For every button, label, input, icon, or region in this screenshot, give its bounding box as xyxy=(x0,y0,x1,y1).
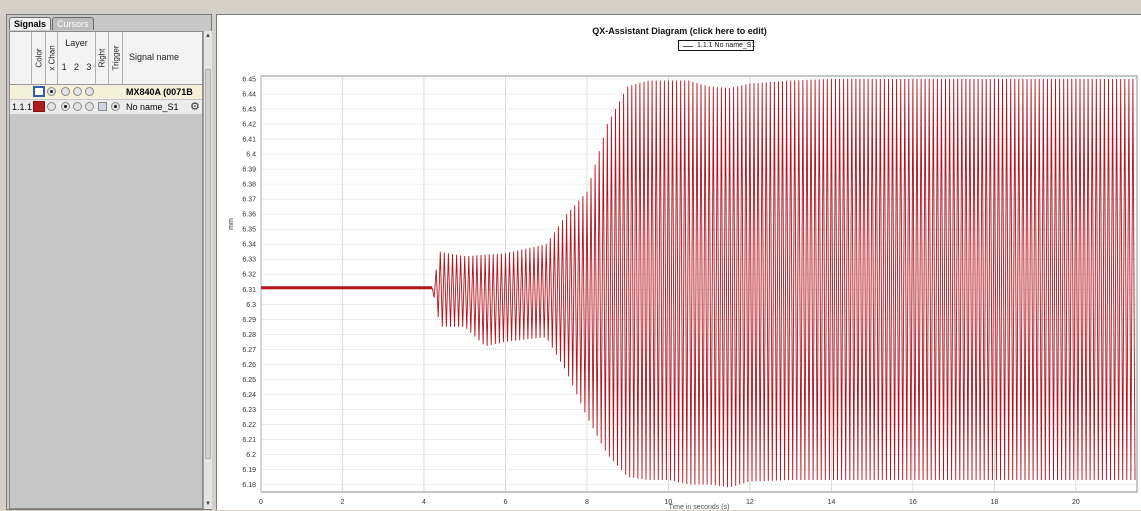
trigger-header[interactable]: Trigger xyxy=(109,32,123,84)
x-tick-label: 14 xyxy=(828,499,836,506)
x-tick-label: 4 xyxy=(422,499,426,506)
y-tick-label: 6.36 xyxy=(242,212,256,219)
y-tick-label: 6.28 xyxy=(242,332,256,339)
right-axis-checkbox[interactable] xyxy=(98,102,107,111)
y-tick-label: 6.23 xyxy=(242,407,256,414)
table-row[interactable]: MX840A (0071B xyxy=(10,85,202,99)
scroll-down-icon[interactable]: ▼ xyxy=(205,501,211,507)
chart-title[interactable]: QX-Assistant Diagram (click here to edit… xyxy=(592,26,767,36)
x-tick-label: 20 xyxy=(1072,499,1080,506)
y-tick-label: 6.18 xyxy=(242,482,256,489)
signals-panel: Signals Cursors Color x Chan Layer 1 2 3 xyxy=(6,14,212,510)
y-axis-label: mm xyxy=(228,218,235,230)
layer2-radio[interactable] xyxy=(73,102,82,111)
panel-tabs: Signals Cursors xyxy=(9,17,95,31)
chart-legend[interactable]: 1.1.1 No name_S1 xyxy=(678,40,756,51)
y-tick-label: 6.21 xyxy=(242,437,256,444)
y-tick-label: 6.37 xyxy=(242,197,256,204)
layer1-radio[interactable] xyxy=(61,102,70,111)
x-tick-label: 0 xyxy=(259,499,263,506)
y-tick-label: 6.31 xyxy=(242,287,256,294)
x-tick-label: 18 xyxy=(990,499,998,506)
vertical-scrollbar[interactable]: ▲ ▼ xyxy=(203,31,212,509)
table-row[interactable]: 1.1.1 No name_S1 ⚙ xyxy=(10,100,202,114)
y-tick-label: 6.44 xyxy=(242,92,256,99)
y-tick-label: 6.45 xyxy=(242,77,256,84)
x-tick-label: 2 xyxy=(341,499,345,506)
y-tick-label: 6.38 xyxy=(242,182,256,189)
layer3-radio[interactable] xyxy=(85,102,94,111)
scroll-thumb[interactable] xyxy=(205,69,211,459)
y-tick-label: 6.3 xyxy=(246,302,256,309)
index-header xyxy=(10,32,32,84)
scroll-up-icon[interactable]: ▲ xyxy=(205,33,211,39)
series-line xyxy=(431,78,1136,488)
color-swatch[interactable] xyxy=(33,86,45,97)
trigger-radio[interactable] xyxy=(111,102,120,111)
y-tick-label: 6.26 xyxy=(242,362,256,369)
layer-header[interactable]: Layer 1 2 3 xyxy=(58,32,96,84)
tab-cursors[interactable]: Cursors xyxy=(52,17,94,30)
x-tick-label: 10 xyxy=(665,499,673,506)
layer3-radio[interactable] xyxy=(85,87,94,96)
y-tick-label: 6.19 xyxy=(242,467,256,474)
y-tick-label: 6.24 xyxy=(242,392,256,399)
tab-signals[interactable]: Signals xyxy=(9,17,52,30)
chart-panel: QX-Assistant Diagram (click here to edit… xyxy=(216,14,1141,511)
y-tick-label: 6.32 xyxy=(242,272,256,279)
y-tick-label: 6.39 xyxy=(242,167,256,174)
row-index: 1.1.1 xyxy=(12,102,33,112)
y-tick-label: 6.4 xyxy=(246,152,256,159)
color-header[interactable]: Color xyxy=(32,32,46,84)
y-tick-label: 6.25 xyxy=(242,377,256,384)
y-tick-label: 6.22 xyxy=(242,422,256,429)
x-tick-label: 12 xyxy=(746,499,754,506)
y-tick-label: 6.35 xyxy=(242,227,256,234)
y-tick-label: 6.2 xyxy=(246,452,256,459)
y-tick-label: 6.34 xyxy=(242,242,256,249)
settings-icon[interactable]: ⚙ xyxy=(190,101,200,113)
grid-header: Color x Chan Layer 1 2 3 Right xyxy=(10,32,202,85)
y-tick-label: 6.27 xyxy=(242,347,256,354)
y-tick-label: 6.41 xyxy=(242,137,256,144)
y-tick-label: 6.33 xyxy=(242,257,256,264)
legend-line-icon xyxy=(683,46,693,47)
x-tick-label: 8 xyxy=(585,499,589,506)
layer1-radio[interactable] xyxy=(61,87,70,96)
y-tick-label: 6.29 xyxy=(242,317,256,324)
xchan-header[interactable]: x Chan xyxy=(46,32,58,84)
right-header[interactable]: Right xyxy=(96,32,109,84)
signal-name-header[interactable]: Signal name xyxy=(129,52,180,62)
signal-name[interactable]: No name_S1 xyxy=(126,102,179,112)
x-axis-label: Time in seconds (s) xyxy=(669,504,730,511)
chart-plot[interactable]: 6.18 6.19 6.2 6.21 6.22 6.23 6.24 6.25 6.26 6.27 6… xyxy=(217,15,1141,511)
color-swatch[interactable] xyxy=(33,101,45,112)
x-tick-label: 16 xyxy=(909,499,917,506)
layer2-radio[interactable] xyxy=(73,87,82,96)
xchan-radio[interactable] xyxy=(47,87,56,96)
x-tick-label: 6 xyxy=(504,499,508,506)
signals-grid: Color x Chan Layer 1 2 3 Right xyxy=(9,31,203,509)
xchan-radio[interactable] xyxy=(47,102,56,111)
signal-name[interactable]: MX840A (0071B xyxy=(126,87,193,97)
y-tick-label: 6.42 xyxy=(242,122,256,129)
legend-label: 1.1.1 No name_S1 xyxy=(697,42,756,49)
y-tick-label: 6.43 xyxy=(242,107,256,114)
